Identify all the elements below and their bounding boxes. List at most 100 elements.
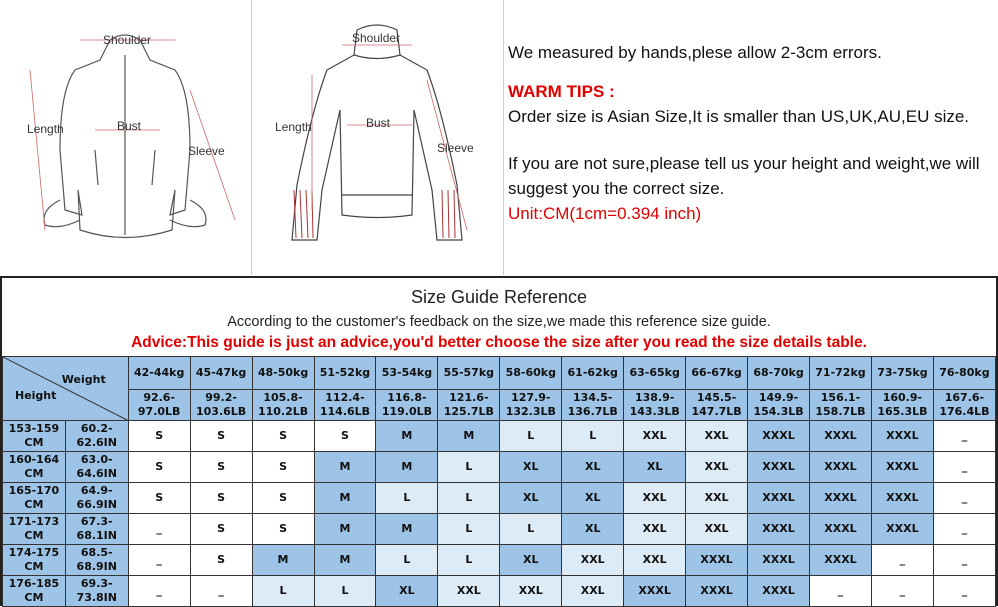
table-row: 171-173 CM 67.3-68.1IN _ S S M M L L XL XXL XXL XXXL… [2,513,997,545]
measure-note: We measured by hands,plese allow 2-3cm e… [508,43,882,62]
height-in: 69.3-73.8IN [64,575,129,607]
size-cell: XXXL [623,575,687,607]
size-cell: M [313,513,377,545]
size-cell: L [561,420,625,452]
notes-panel: We measured by hands,plese allow 2-3cm e… [504,0,998,275]
size-cell: XL [623,451,687,483]
size-cell: M [375,451,439,483]
size-cell: XL [375,575,439,607]
size-cell: XXL [623,544,687,576]
size-cell: _ [932,482,997,514]
lb-header: 134.5-136.7LB [561,389,625,421]
shoulder-label: Shoulder [352,31,401,45]
size-cell: XXXL [809,482,872,514]
size-cell: S [127,451,191,483]
size-cell: L [499,513,563,545]
kg-header: 63-65kg [623,356,687,390]
size-cell: XXXL [747,420,810,452]
size-cell: XL [499,482,563,514]
height-cm: 153-159 CM [2,420,66,452]
size-cell: XXL [685,451,749,483]
size-cell: _ [870,544,934,576]
size-cell: _ [932,420,997,452]
length-label: Length [275,120,312,134]
size-cell: XXXL [747,482,810,514]
table-row: 153-159 CM 60.2-62.6IN S S S S M M L L XXL XXL XXXL X… [2,420,997,452]
size-cell: S [127,420,191,452]
size-cell: XXL [685,513,749,545]
kg-header: 45-47kg [189,356,253,390]
size-cell: S [251,513,315,545]
size-cell: L [499,420,563,452]
size-cell: XL [561,451,625,483]
size-cell: XXXL [809,513,872,545]
lb-header: 160.9-165.3LB [870,389,934,421]
size-cell: S [251,482,315,514]
size-cell: L [437,513,501,545]
size-cell: S [189,544,253,576]
size-cell: S [127,482,191,514]
size-cell: _ [189,575,253,607]
kg-header: 66-67kg [685,356,749,390]
table-row: 174-175 CM 68.5-68.9IN _ S M M L L XL XXL XXL XXXL X… [2,544,997,576]
size-cell: XXL [623,513,687,545]
lb-header: 149.9-154.3LB [747,389,810,421]
size-cell: M [375,513,439,545]
size-cell: L [437,544,501,576]
height-in: 63.0-64.6IN [64,451,129,483]
size-cell: S [189,482,253,514]
size-cell: S [189,513,253,545]
size-cell: L [313,575,377,607]
size-cell: L [437,451,501,483]
height-cm: 160-164 CM [2,451,66,483]
kg-header: 42-44kg [127,356,191,390]
table-row: 176-185 CM 69.3-73.8IN _ _ L L XL XXL XXL XXL XXXL… [2,575,997,607]
size-cell: XL [561,513,625,545]
table-row: 165-170 CM 64.9-66.9IN S S S M L L XL XL XXL XXL XXX… [2,482,997,514]
size-cell: XXXL [870,482,934,514]
table-row: 160-164 CM 63.0-64.6IN S S S M M L XL XL XL XXL XXXL… [2,451,997,483]
kg-header: 68-70kg [747,356,810,390]
size-cell: XXL [561,544,625,576]
suggest-note: If you are not sure,please tell us your … [508,154,980,198]
size-table: Weight Height 42-44kg 45-47kg 48-50kg 51-52k… [2,356,997,607]
height-cm: 171-173 CM [2,513,66,545]
size-cell: XL [499,544,563,576]
sweater-diagram: Shoulder Length Bust Sleeve [252,0,504,275]
weight-header: Weight [61,373,106,386]
size-cell: XXL [437,575,501,607]
size-cell: XXXL [747,575,810,607]
size-cell: XXXL [747,451,810,483]
kg-header: 58-60kg [499,356,563,390]
height-in: 68.5-68.9IN [64,544,129,576]
lb-header: 99.2-103.6LB [189,389,253,421]
kg-header: 76-80kg [932,356,997,390]
size-cell: _ [127,575,191,607]
warm-tips-title: WARM TIPS : [508,82,615,101]
unit-note: Unit:CM(1cm=0.394 inch) [508,204,702,223]
lb-header: 121.6-125.7LB [437,389,501,421]
guide-advice: Advice:This guide is just an advice,you'… [131,334,867,351]
height-cm: 165-170 CM [2,482,66,514]
lb-header: 156.1-158.7LB [809,389,872,421]
size-cell: XXL [623,482,687,514]
size-guide: Size Guide Reference According to the cu… [0,276,998,607]
size-cell: S [189,451,253,483]
size-cell: M [313,451,377,483]
bust-label: Bust [366,116,391,130]
size-cell: _ [932,544,997,576]
size-cell: XXL [685,420,749,452]
size-cell: S [251,420,315,452]
size-cell: XXXL [685,544,749,576]
jacket-diagram: Shoulder Length Bust Sleeve [0,0,252,275]
size-cell: S [313,420,377,452]
size-cell: XXXL [870,451,934,483]
size-cell: L [251,575,315,607]
size-cell: XXL [685,482,749,514]
kg-header: 48-50kg [251,356,315,390]
height-cm: 176-185 CM [2,575,66,607]
size-cell: L [437,482,501,514]
lb-header: 112.4-114.6LB [313,389,377,421]
guide-title: Size Guide Reference [410,287,588,307]
size-cell: XXXL [747,513,810,545]
